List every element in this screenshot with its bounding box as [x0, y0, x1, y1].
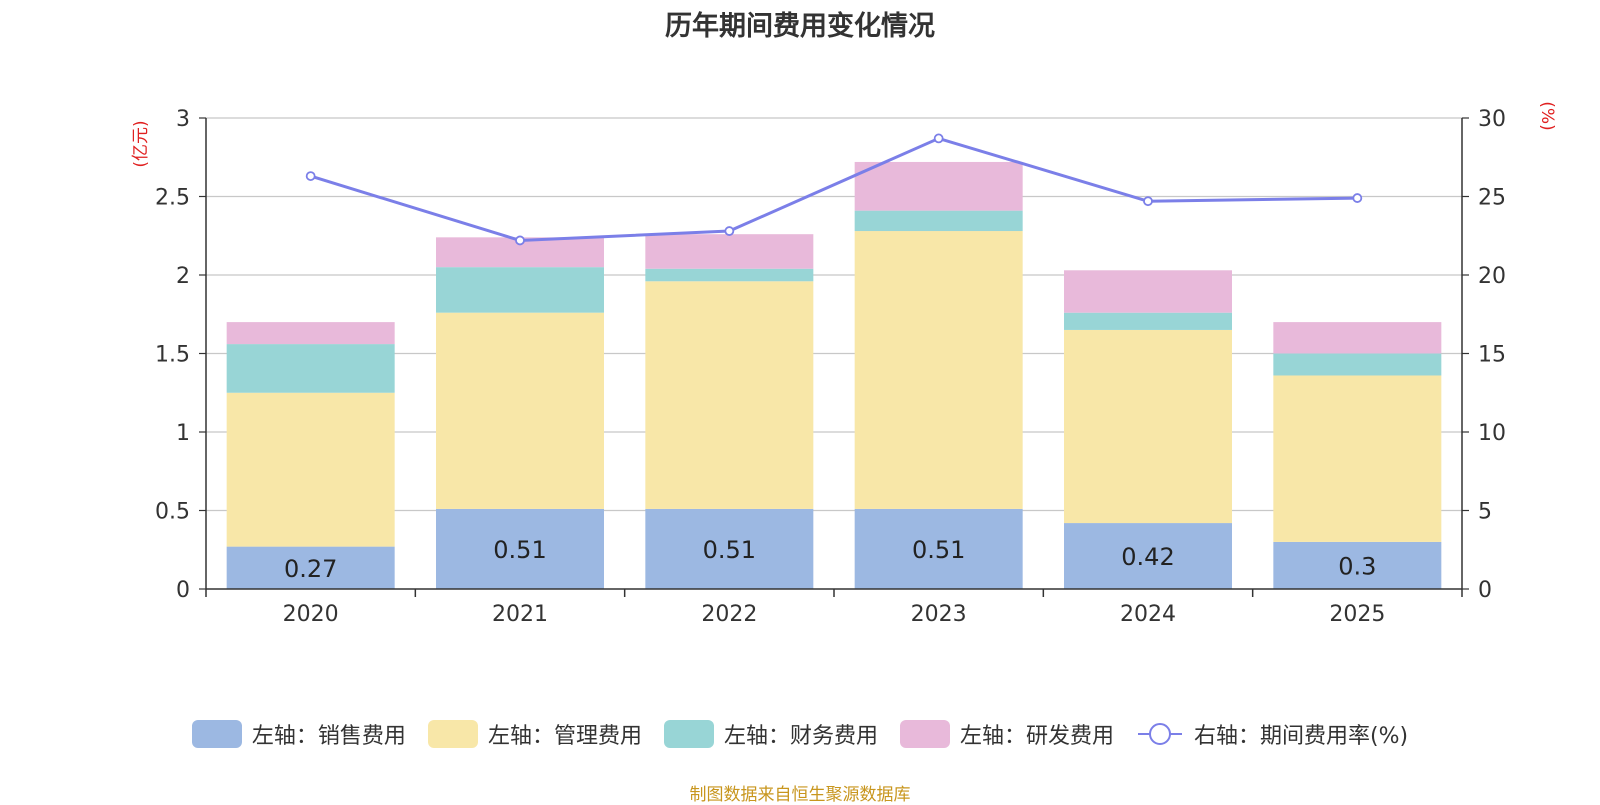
bar-segment — [1064, 523, 1232, 589]
legend-item-expense-rate[interactable]: 右轴：期间费用率(%) — [1136, 718, 1408, 750]
legend-line-circle — [1148, 723, 1171, 745]
legend-item-admin-expense[interactable]: 左轴：管理费用 — [427, 718, 642, 750]
right-axis-tick-label: 20 — [1478, 264, 1506, 289]
bar-segment — [1064, 312, 1232, 330]
left-axis-tick-label: 3 — [176, 107, 190, 132]
left-axis-tick-label: 2 — [176, 264, 190, 289]
right-axis-tick-label: 30 — [1478, 107, 1506, 132]
bar-segment — [854, 231, 1023, 509]
right-axis-tick-label: 10 — [1478, 421, 1506, 446]
bar-value-label: 0.51 — [493, 536, 546, 564]
bar-segment — [1273, 375, 1442, 542]
left-axis-tick-label: 0.5 — [155, 500, 190, 525]
bar-segment — [1273, 353, 1442, 376]
expense-rate-point — [305, 171, 316, 181]
legend-label-sales: 左轴：销售费用 — [251, 724, 406, 749]
bar-segment — [645, 234, 814, 269]
legend-swatch-admin — [427, 720, 478, 748]
bar-segment — [645, 508, 814, 589]
x-axis-tick-label: 2021 — [492, 602, 548, 627]
left-axis-tick-label: 1.5 — [155, 343, 190, 368]
bar-value-label: 0.51 — [703, 536, 756, 564]
bar-value-label: 0.3 — [1338, 552, 1376, 580]
bar-segment — [1064, 270, 1232, 313]
expense-rate-point — [1143, 196, 1153, 207]
bar-segment — [854, 210, 1023, 232]
left-axis-tick-label: 2.5 — [155, 186, 190, 211]
bar-segment — [436, 312, 604, 509]
bar-segment — [226, 392, 395, 547]
right-axis-tick-label: 5 — [1478, 500, 1492, 525]
bar-value-label: 0.27 — [284, 555, 337, 583]
bar-segment — [226, 546, 395, 589]
x-axis-tick-label: 2022 — [701, 602, 757, 627]
expense-rate-point — [933, 133, 944, 144]
bar-segment — [854, 161, 1023, 211]
legend-line-marker-icon — [1137, 723, 1182, 745]
x-axis-tick-label: 2023 — [911, 602, 967, 627]
right-axis-tick-label: 25 — [1478, 186, 1506, 211]
legend-label-rnd: 左轴：研发费用 — [959, 724, 1114, 749]
bar-segment — [854, 508, 1023, 589]
legend-swatch-sales — [191, 720, 242, 748]
legend-item-rnd-expense[interactable]: 左轴：研发费用 — [899, 718, 1114, 750]
legend-swatch-finance — [663, 720, 714, 748]
x-axis-tick-label: 2025 — [1329, 602, 1385, 627]
bar-segment — [645, 268, 814, 282]
right-axis-tick-label: 15 — [1478, 343, 1506, 368]
bar-segment — [436, 267, 604, 313]
bar-value-label: 0.51 — [912, 536, 965, 564]
chart-title: 历年期间费用变化情况 — [665, 11, 935, 42]
left-axis-tick-label: 1 — [176, 421, 190, 446]
right-axis-unit-label: (%) — [1537, 101, 1557, 130]
expense-rate-line — [310, 136, 1358, 242]
x-axis-tick-label: 2020 — [283, 602, 339, 627]
legend-label-rate: 右轴：期间费用率(%) — [1193, 724, 1409, 749]
bar-segment — [436, 508, 604, 589]
expense-rate-point — [515, 235, 525, 246]
right-axis-tick-label: 0 — [1478, 578, 1492, 603]
legend-label-finance: 左轴：财务费用 — [723, 724, 878, 749]
expense-rate-point — [724, 226, 735, 236]
expense-rate-point — [1352, 193, 1363, 203]
source-note: 制图数据来自恒生聚源数据库 — [689, 785, 911, 805]
left-axis-unit-label: (亿元) — [131, 120, 151, 167]
bar-segment — [1064, 329, 1232, 524]
chart-legend: 左轴：销售费用 左轴：管理费用 左轴：财务费用 左轴：研发费用 右轴：期间费用率… — [0, 718, 1600, 750]
legend-label-admin: 左轴：管理费用 — [487, 724, 642, 749]
legend-item-sales-expense[interactable]: 左轴：销售费用 — [191, 718, 406, 750]
bar-segment — [226, 344, 395, 393]
bar-segment — [226, 322, 395, 345]
legend-item-finance-expense[interactable]: 左轴：财务费用 — [663, 718, 878, 750]
bar-segment — [645, 281, 814, 509]
bar-segment — [1273, 541, 1442, 589]
bar-value-label: 0.42 — [1121, 543, 1174, 571]
legend-swatch-rnd — [899, 720, 950, 748]
bar-segment — [1273, 322, 1442, 354]
left-axis-tick-label: 0 — [176, 578, 190, 603]
x-axis-tick-label: 2024 — [1120, 602, 1176, 627]
